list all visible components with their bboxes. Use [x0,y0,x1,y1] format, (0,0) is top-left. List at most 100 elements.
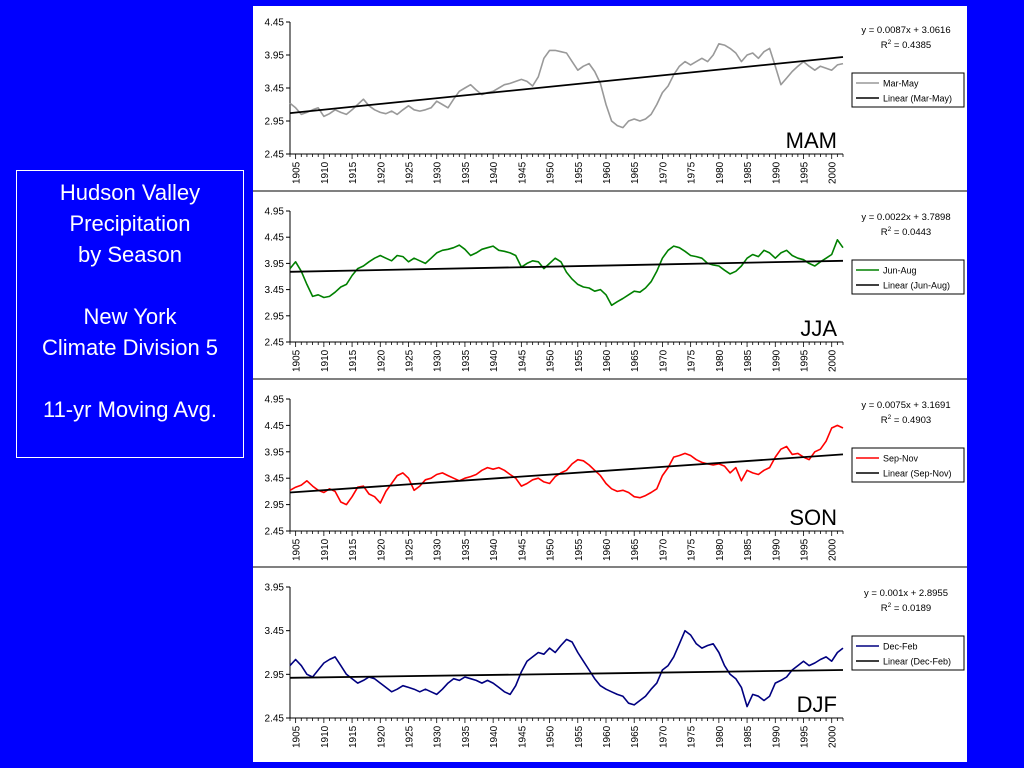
y-tick-label: 3.95 [265,583,285,594]
x-tick-label: 1925 [405,725,416,748]
trendline-son [289,453,844,494]
charts-svg: 2.45 2.95 3.45 3.95 4.45 1905 1910 1915 1920 1925… [253,18,967,748]
x-tick-label: 1930 [433,349,444,372]
y-tick-label: 2.45 [265,527,285,538]
x-tick-label: 1985 [743,538,754,561]
x-tick-label: 2000 [828,538,839,561]
x-tick-label: 1945 [517,349,528,372]
trendline-jja [289,259,844,273]
x-tick-label: 1920 [376,349,387,372]
x-tick-label: 1945 [517,161,528,184]
x-tick-label: 1980 [715,161,726,184]
x-tick-label: 1970 [658,161,669,184]
x-tick-label: 1960 [602,538,613,561]
x-tick-label: 1955 [574,725,585,748]
x-tick-label: 1995 [800,725,811,748]
trendline-mam [289,56,844,114]
r-squared-label: R2 = 0.0189 [881,602,931,614]
x-tick-label: 1925 [405,161,416,184]
series-line-djf [289,629,844,708]
season-label: MAM [786,128,837,153]
legend-label: Jun-Aug [883,266,917,276]
x-tick-label: 1990 [771,538,782,561]
x-tick-label: 1965 [630,161,641,184]
season-label: SON [789,505,837,530]
x-tick-label: 1915 [348,161,359,184]
x-tick-label: 1985 [743,161,754,184]
r-squared-label: R2 = 0.0443 [881,226,931,238]
x-tick-label: 1915 [348,538,359,561]
x-tick-label: 1935 [461,349,472,372]
x-tick-label: 1935 [461,538,472,561]
x-tick-label: 1975 [687,161,698,184]
y-tick-label: 2.95 [265,500,285,511]
x-tick-label: 1995 [800,349,811,372]
title-line: New York [83,304,177,329]
x-tick-label: 1990 [771,161,782,184]
x-tick-label: 1905 [292,349,303,372]
x-tick-label: 1970 [658,538,669,561]
series-line-mam [289,42,844,129]
x-tick-label: 1995 [800,538,811,561]
legend-box [851,447,965,483]
x-tick-label: 1920 [376,161,387,184]
x-tick-label: 1930 [433,725,444,748]
y-tick-label: 3.45 [265,285,285,296]
legend-box [851,72,965,108]
x-tick-label: 1965 [630,538,641,561]
chart-mam: 2.45 2.95 3.45 3.95 4.45 1905 1910 1915 1920 1925… [253,18,967,192]
y-tick-label: 4.45 [265,18,285,29]
x-tick-label: 1980 [715,725,726,748]
series-line-jja [289,239,844,307]
series-line-son [289,424,844,506]
x-tick-label: 1935 [461,161,472,184]
legend-label: Dec-Feb [883,642,918,652]
y-tick-label: 3.45 [265,84,285,95]
legend-label: Linear (Mar-May) [883,94,952,104]
x-tick-label: 1930 [433,161,444,184]
y-tick-label: 3.45 [265,474,285,485]
legend-label: Linear (Dec-Feb) [883,657,951,667]
x-tick-label: 2000 [828,349,839,372]
y-tick-label: 4.95 [265,207,285,218]
x-tick-label: 1925 [405,538,416,561]
title-line: Precipitation [69,211,191,236]
slide-title-box: Hudson Valley Precipitation by Season Ne… [16,170,244,458]
y-tick-label: 3.45 [265,626,285,637]
x-tick-label: 1940 [489,538,500,561]
title-line: Hudson Valley [59,180,201,205]
x-tick-label: 1940 [489,725,500,748]
x-tick-label: 1915 [348,725,359,748]
y-tick-label: 3.95 [265,51,285,62]
x-tick-label: 1925 [405,349,416,372]
title-line: Climate Division 5 [41,335,219,360]
trend-equation: y = 0.001x + 2.8955 [864,588,948,599]
x-tick-label: 1955 [574,349,585,372]
trendline-djf [289,669,844,679]
y-tick-label: 2.95 [265,311,285,322]
legend-label: Mar-May [883,79,919,89]
x-tick-label: 1940 [489,349,500,372]
x-tick-label: 1950 [546,349,557,372]
chart-djf: 2.45 2.95 3.45 3.95 1905 1910 1915 1920 1925 1930… [265,583,965,748]
x-tick-label: 1905 [292,725,303,748]
x-tick-label: 1950 [546,161,557,184]
legend-label: Linear (Sep-Nov) [883,469,952,479]
y-tick-label: 3.95 [265,259,285,270]
r-squared-label: R2 = 0.4385 [881,39,931,51]
x-tick-label: 1960 [602,161,613,184]
title-line: 11-yr Moving Avg. [42,397,218,422]
trend-equation: y = 0.0075x + 3.1691 [861,400,950,411]
x-tick-label: 1905 [292,538,303,561]
x-tick-label: 1950 [546,725,557,748]
x-tick-label: 1995 [800,161,811,184]
season-label: DJF [797,692,837,717]
x-tick-label: 1965 [630,725,641,748]
trend-equation: y = 0.0087x + 3.0616 [861,25,950,36]
x-tick-label: 1960 [602,349,613,372]
y-tick-label: 4.45 [265,421,285,432]
y-tick-label: 2.95 [265,670,285,681]
x-tick-label: 1950 [546,538,557,561]
season-label: JJA [800,316,837,341]
x-tick-label: 1920 [376,538,387,561]
